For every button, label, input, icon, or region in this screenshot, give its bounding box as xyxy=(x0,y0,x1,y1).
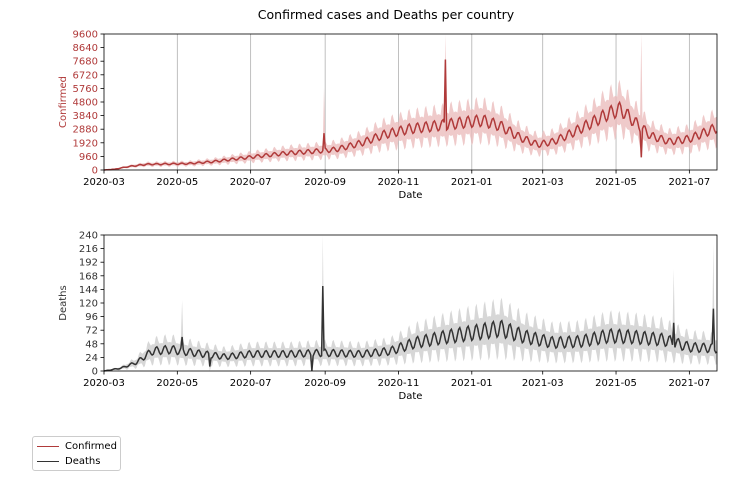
legend-label-confirmed: Confirmed xyxy=(65,440,117,452)
y-tick-label: 48 xyxy=(85,339,98,350)
deaths-panel: 0 24 48 72 96 120 144 168 192 216 240 2020-03 2020-0… xyxy=(58,231,718,402)
x-tick-label: 2020-03 xyxy=(83,378,125,389)
x-tick-label: 2021-05 xyxy=(595,177,637,188)
x-tick-label: 2020-07 xyxy=(230,177,272,188)
legend-item-confirmed: Confirmed xyxy=(37,439,117,453)
y-tick-label: 144 xyxy=(79,285,98,296)
x-tick-label: 2020-07 xyxy=(230,378,272,389)
x-tick-label: 2021-03 xyxy=(522,378,564,389)
y-tick-label: 2880 xyxy=(73,125,98,136)
y-tick-label: 3840 xyxy=(73,111,98,122)
y-axis-label: Deaths xyxy=(58,285,69,320)
legend-swatch-deaths xyxy=(37,460,59,462)
legend-label-deaths: Deaths xyxy=(65,455,101,467)
y-tick-label: 5760 xyxy=(73,84,98,95)
y-tick-label: 192 xyxy=(79,258,98,269)
x-tick-label: 2021-07 xyxy=(668,177,710,188)
y-tick-label: 960 xyxy=(79,152,98,163)
y-tick-label: 24 xyxy=(85,353,98,364)
y-tick-label: 1920 xyxy=(73,138,98,149)
confidence-band-deaths xyxy=(104,235,717,371)
x-tick-label: 2021-01 xyxy=(451,177,493,188)
legend: Confirmed Deaths xyxy=(32,436,121,471)
x-tick-label: 2020-05 xyxy=(156,378,198,389)
x-tick-label: 2020-09 xyxy=(304,378,346,389)
x-tick-label: 2020-03 xyxy=(83,177,125,188)
y-tick-label: 216 xyxy=(79,244,98,255)
y-tick-label: 6720 xyxy=(73,70,98,81)
series-line-confirmed xyxy=(103,59,718,171)
y-tick-label: 4800 xyxy=(73,98,98,109)
legend-swatch-confirmed xyxy=(37,445,59,447)
series-line-deaths xyxy=(103,285,718,372)
x-tick-label: 2021-03 xyxy=(522,177,564,188)
y-tick-label: 240 xyxy=(79,231,98,242)
chart-title: Confirmed cases and Deaths per country xyxy=(258,7,515,22)
legend-item-deaths: Deaths xyxy=(37,454,100,468)
y-tick-label: 72 xyxy=(85,326,98,337)
confirmed-panel: 0 960 1920 2880 3840 4800 5760 6720 7680 8640 9600… xyxy=(58,30,718,201)
confidence-band-confirmed xyxy=(104,34,717,170)
x-tick-label: 2020-11 xyxy=(378,177,420,188)
y-tick-label: 168 xyxy=(79,271,98,282)
y-tick-label: 0 xyxy=(92,166,98,177)
x-axis-label: Date xyxy=(399,190,423,201)
x-tick-label: 2021-05 xyxy=(595,378,637,389)
y-tick-label: 120 xyxy=(79,299,98,310)
y-tick-label: 8640 xyxy=(73,43,98,54)
x-axis-label: Date xyxy=(399,391,423,402)
x-tick-label: 2020-09 xyxy=(304,177,346,188)
y-axis-label: Confirmed xyxy=(58,76,69,128)
x-tick-label: 2020-05 xyxy=(156,177,198,188)
x-tick-label: 2021-01 xyxy=(451,378,493,389)
x-tick-label: 2020-11 xyxy=(378,378,420,389)
y-tick-label: 7680 xyxy=(73,57,98,68)
x-tick-label: 2021-07 xyxy=(668,378,710,389)
y-tick-label: 96 xyxy=(85,312,98,323)
y-tick-label: 0 xyxy=(92,367,98,378)
y-tick-label: 9600 xyxy=(73,30,98,41)
